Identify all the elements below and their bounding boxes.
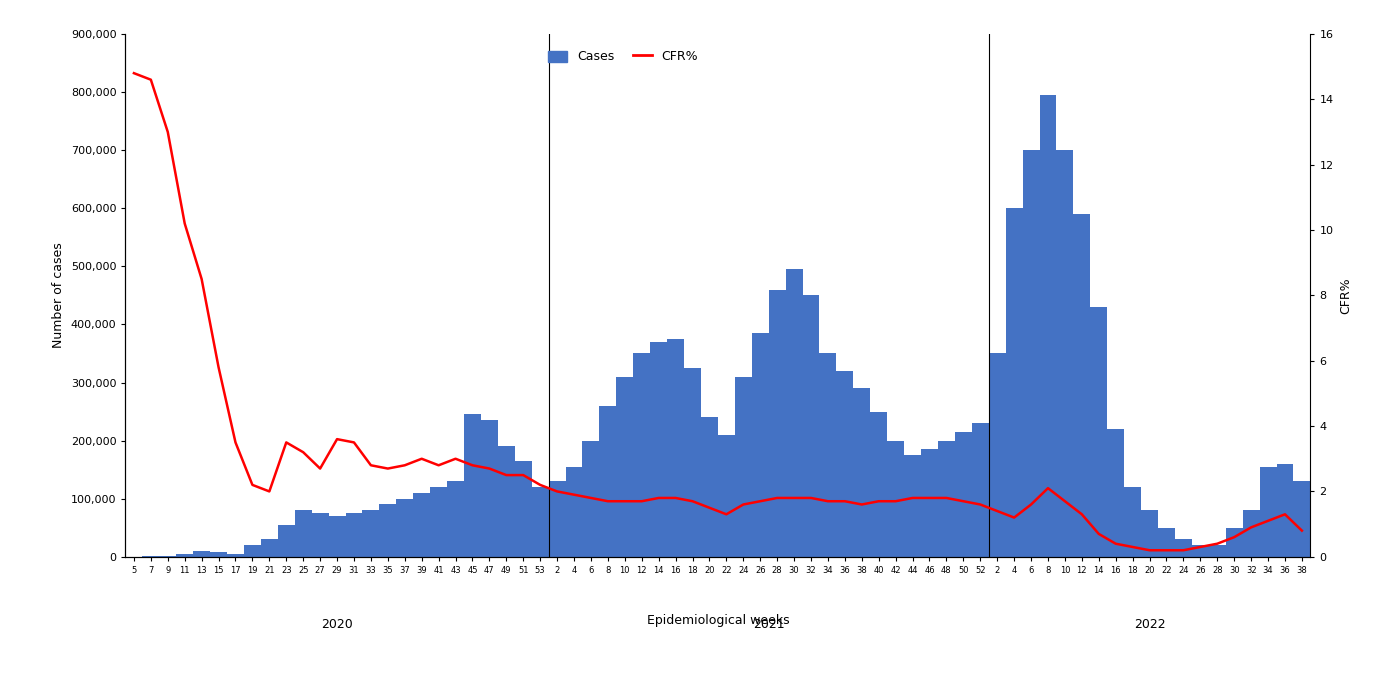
Bar — [768, 289, 786, 557]
Bar — [650, 342, 668, 557]
Y-axis label: CFR%: CFR% — [1340, 277, 1352, 314]
Y-axis label: Number of cases: Number of cases — [52, 242, 66, 348]
Bar — [498, 446, 514, 557]
Bar — [616, 377, 633, 557]
Bar — [1192, 545, 1209, 557]
Bar — [194, 551, 210, 557]
Bar — [1090, 307, 1107, 557]
Bar — [1073, 214, 1090, 557]
Bar — [447, 481, 464, 557]
Bar — [1005, 208, 1023, 557]
Bar — [1158, 528, 1175, 557]
Bar — [1023, 150, 1040, 557]
Bar — [1175, 539, 1192, 557]
Bar — [210, 552, 227, 557]
Bar — [1277, 464, 1294, 557]
Bar — [261, 539, 277, 557]
Bar — [786, 269, 803, 557]
Bar — [803, 295, 820, 557]
Bar — [312, 513, 329, 557]
Text: 2022: 2022 — [1133, 618, 1165, 631]
Bar — [1142, 511, 1158, 557]
Bar — [346, 513, 362, 557]
Bar — [379, 504, 396, 557]
Bar — [362, 511, 379, 557]
Bar — [668, 339, 684, 557]
Bar — [396, 498, 413, 557]
Bar — [1209, 545, 1225, 557]
Bar — [870, 411, 887, 557]
Bar — [820, 354, 836, 557]
Bar — [735, 377, 751, 557]
Bar — [464, 414, 481, 557]
Bar — [413, 493, 431, 557]
Bar — [887, 441, 905, 557]
Bar — [1260, 466, 1277, 557]
Bar — [972, 423, 988, 557]
Text: 2021: 2021 — [753, 618, 785, 631]
Bar — [955, 432, 972, 557]
Bar — [514, 461, 531, 557]
Bar — [599, 406, 616, 557]
Bar — [1225, 528, 1242, 557]
Legend: Cases, CFR%: Cases, CFR% — [544, 45, 703, 69]
Bar — [431, 487, 447, 557]
Bar — [751, 333, 768, 557]
Bar — [938, 441, 955, 557]
Bar — [988, 354, 1005, 557]
Bar — [684, 368, 701, 557]
Bar — [836, 371, 853, 557]
Bar — [1242, 511, 1260, 557]
Bar — [481, 420, 498, 557]
Bar — [329, 516, 346, 557]
Bar — [227, 554, 244, 557]
Bar — [1124, 487, 1142, 557]
Bar — [1057, 150, 1073, 557]
Bar — [294, 511, 312, 557]
Bar — [701, 418, 718, 557]
Bar — [277, 525, 294, 557]
Bar — [159, 555, 176, 557]
Bar — [583, 441, 599, 557]
Bar — [718, 435, 735, 557]
Bar — [1040, 95, 1057, 557]
X-axis label: Epidemiological weeks: Epidemiological weeks — [647, 614, 789, 627]
Bar — [1107, 429, 1124, 557]
Bar — [549, 481, 566, 557]
Bar — [176, 554, 194, 557]
Bar — [1294, 481, 1310, 557]
Text: 2020: 2020 — [321, 618, 353, 631]
Bar — [244, 545, 261, 557]
Bar — [531, 487, 549, 557]
Bar — [905, 455, 921, 557]
Bar — [633, 354, 650, 557]
Bar — [921, 449, 938, 557]
Bar — [566, 466, 583, 557]
Bar — [853, 388, 870, 557]
